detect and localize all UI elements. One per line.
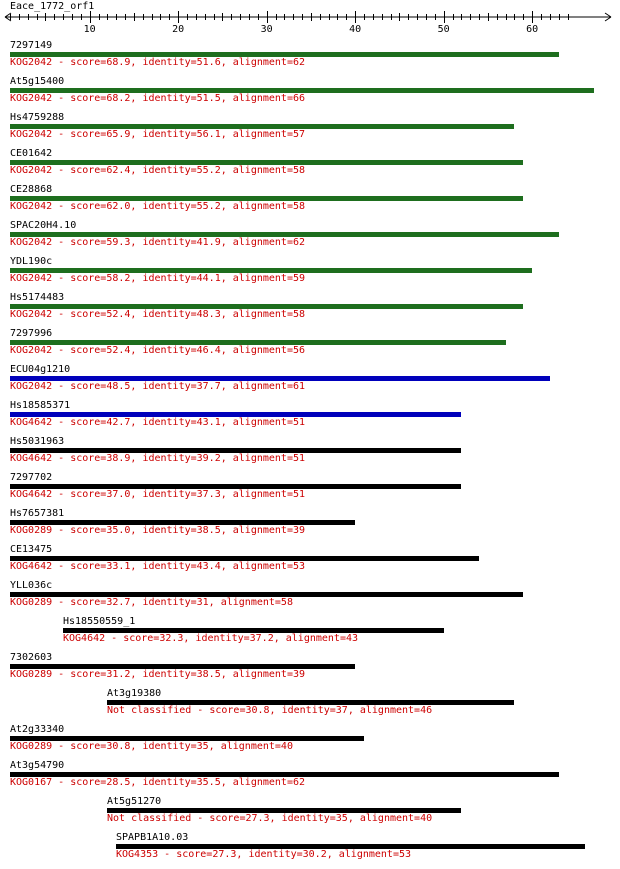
hit-bar xyxy=(63,628,444,633)
hit-bar xyxy=(10,736,364,741)
hit-bar xyxy=(10,664,355,669)
hit-bar xyxy=(10,340,506,345)
hit-bar xyxy=(10,268,532,273)
hit-annotation: KOG4642 - score=33.1, identity=43.4, ali… xyxy=(10,561,306,572)
hit-annotation: KOG4642 - score=32.3, identity=37.2, ali… xyxy=(63,633,359,644)
hit-name: YDL190c xyxy=(10,256,53,267)
hit-annotation: KOG0289 - score=35.0, identity=38.5, ali… xyxy=(10,525,306,536)
hit-name: Hs4759288 xyxy=(10,112,65,123)
hit-name: At5g15400 xyxy=(10,76,65,87)
hit-annotation: Not classified - score=30.8, identity=37… xyxy=(107,705,433,716)
hit-annotation: KOG4642 - score=38.9, identity=39.2, ali… xyxy=(10,453,306,464)
hit-name: CE13475 xyxy=(10,544,53,555)
hit-name: At3g19380 xyxy=(107,688,162,699)
hit-bar xyxy=(10,772,559,777)
hit-name: Hs7657381 xyxy=(10,508,65,519)
hit-bar xyxy=(10,88,594,93)
hit-bar xyxy=(10,124,514,129)
hit-name: Hs5174483 xyxy=(10,292,65,303)
hit-bar xyxy=(107,700,514,705)
hit-annotation: KOG2042 - score=65.9, identity=56.1, ali… xyxy=(10,129,306,140)
hit-bar xyxy=(10,52,559,57)
hit-annotation: KOG2042 - score=48.5, identity=37.7, ali… xyxy=(10,381,306,392)
query-name: Eace_1772_orf1 xyxy=(10,1,95,12)
hit-name: At2g33340 xyxy=(10,724,65,735)
right-arrow-icon xyxy=(604,12,612,22)
hit-annotation: KOG2042 - score=68.9, identity=51.6, ali… xyxy=(10,57,306,68)
hit-bar xyxy=(10,304,523,309)
hit-annotation: KOG0289 - score=30.8, identity=35, align… xyxy=(10,741,293,752)
hit-name: ECU04g1210 xyxy=(10,364,71,375)
hit-bar xyxy=(116,844,585,849)
hit-name: CE28868 xyxy=(10,184,53,195)
hit-name: Hs5031963 xyxy=(10,436,65,447)
ruler-tick-label: 20 xyxy=(172,24,184,35)
hit-annotation: KOG2042 - score=62.0, identity=55.2, ali… xyxy=(10,201,306,212)
hit-annotation: KOG2042 - score=62.4, identity=55.2, ali… xyxy=(10,165,306,176)
ruler-ticks: 10 20 30 40 50 60 xyxy=(10,11,569,35)
hit-bar xyxy=(10,160,523,165)
ruler-tick-label: 10 xyxy=(84,24,96,35)
hit-bar xyxy=(10,520,355,525)
hit-annotation: KOG2042 - score=68.2, identity=51.5, ali… xyxy=(10,93,306,104)
hit-annotation: KOG0289 - score=31.2, identity=38.5, ali… xyxy=(10,669,306,680)
hit-annotation: Not classified - score=27.3, identity=35… xyxy=(107,813,433,824)
left-arrow-icon xyxy=(4,12,12,22)
ruler-tick-label: 40 xyxy=(349,24,361,35)
hit-bar xyxy=(107,808,461,813)
hit-annotation: KOG4353 - score=27.3, identity=30.2, ali… xyxy=(116,849,412,860)
hit-name: At3g54790 xyxy=(10,760,65,771)
hit-bar xyxy=(10,232,559,237)
ruler-tick-label: 60 xyxy=(526,24,538,35)
ruler-tick-label: 30 xyxy=(261,24,273,35)
hit-name: Hs18585371 xyxy=(10,400,71,411)
hit-name: 7297149 xyxy=(10,40,53,51)
hit-annotation: KOG2042 - score=58.2, identity=44.1, ali… xyxy=(10,273,306,284)
hit-annotation: KOG2042 - score=52.4, identity=46.4, ali… xyxy=(10,345,306,356)
hit-name: 7297702 xyxy=(10,472,53,483)
hit-bar xyxy=(10,556,479,561)
ruler-tick-label: 50 xyxy=(438,24,450,35)
hit-bar xyxy=(10,412,461,417)
hit-name: SPAC20H4.10 xyxy=(10,220,77,231)
hit-bar xyxy=(10,196,523,201)
hit-annotation: KOG2042 - score=59.3, identity=41.9, ali… xyxy=(10,237,306,248)
hit-name: 7297996 xyxy=(10,328,53,339)
hit-name: SPAPB1A10.03 xyxy=(116,832,189,843)
hit-annotation: KOG4642 - score=37.0, identity=37.3, ali… xyxy=(10,489,306,500)
hit-bar xyxy=(10,484,461,489)
hit-name: At5g51270 xyxy=(107,796,162,807)
hit-name: Hs18550559_1 xyxy=(63,616,136,627)
hit-name: YLL036c xyxy=(10,580,53,591)
hit-name: 7302603 xyxy=(10,652,53,663)
hit-annotation: KOG0289 - score=32.7, identity=31, align… xyxy=(10,597,293,608)
hit-annotation: KOG0167 - score=28.5, identity=35.5, ali… xyxy=(10,777,306,788)
hit-bar xyxy=(10,448,461,453)
hit-annotation: KOG2042 - score=52.4, identity=48.3, ali… xyxy=(10,309,306,320)
hit-bar xyxy=(10,376,550,381)
position-ruler: 10 20 30 40 50 60 xyxy=(4,11,612,35)
hit-name: CE01642 xyxy=(10,148,53,159)
hit-annotation: KOG4642 - score=42.7, identity=43.1, ali… xyxy=(10,417,306,428)
ruler-axis xyxy=(4,12,612,22)
hit-bar xyxy=(10,592,523,597)
